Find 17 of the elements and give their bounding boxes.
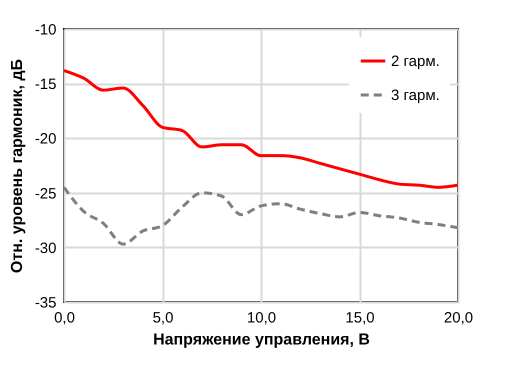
y-tick-label: -10 [34,22,56,38]
x-tick-label: 0,0 [54,310,75,326]
y-tick-label: -25 [34,185,56,202]
x-tick-label: 10,0 [246,310,276,326]
y-tick-label: -20 [34,130,56,148]
y-axis-title: Отн. уровень гармоник, дБ [8,58,26,274]
y-tick-label: -30 [34,240,56,257]
x-tick-label: 20,0 [444,310,474,326]
legend-label: 3 гарм. [391,87,440,104]
line-series [64,186,458,246]
x-tick-label: 15,0 [345,310,375,326]
x-tick-label: 5,0 [152,310,174,326]
legend-label: 2 гарм. [391,53,440,70]
line-series [64,68,458,189]
y-tick-label: -35 [34,294,56,312]
y-tick-label: -15 [34,76,56,94]
x-axis-title: Напряжение управления, В [153,332,370,348]
